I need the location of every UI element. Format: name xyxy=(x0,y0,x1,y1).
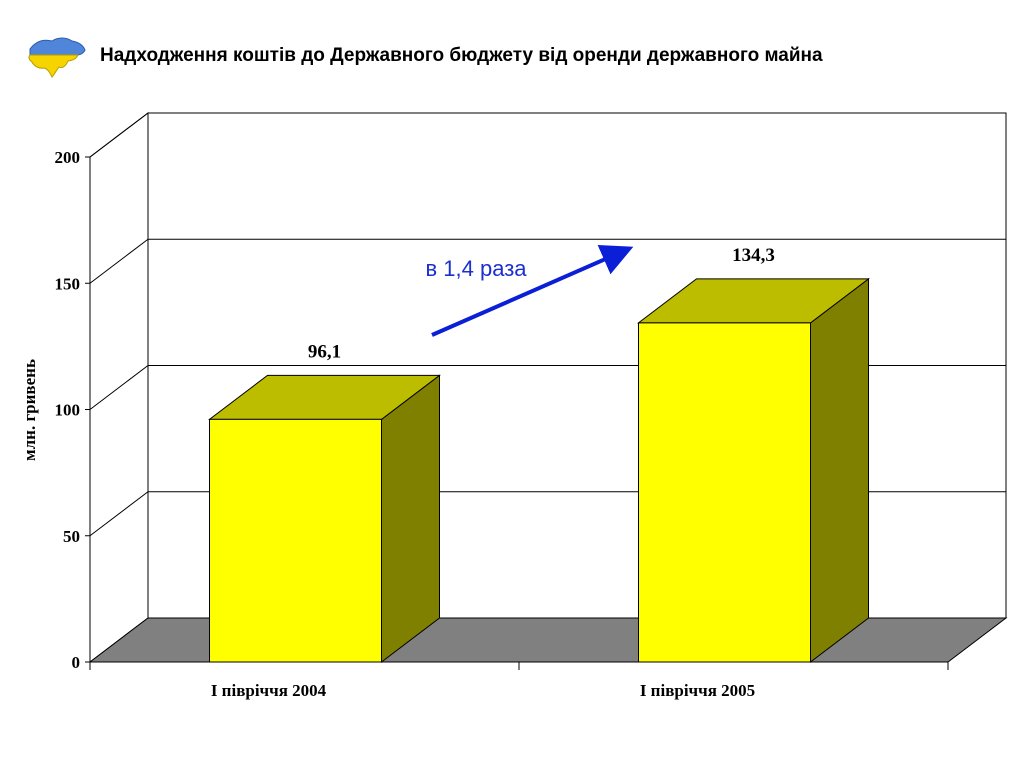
gridline-side xyxy=(89,365,149,410)
bar-side xyxy=(810,277,869,664)
y-tick-label: 150 xyxy=(55,274,81,293)
growth-annotation: в 1,4 раза xyxy=(425,256,527,281)
bar-side xyxy=(381,374,440,664)
y-tick-label: 0 xyxy=(72,653,81,672)
y-tick-label: 50 xyxy=(63,527,80,546)
y-tick-label: 200 xyxy=(55,148,81,167)
bar xyxy=(209,418,382,663)
x-tick-label: І півріччя 2005 xyxy=(640,681,755,700)
title-row: Надходження коштів до Державного бюджету… xyxy=(26,33,823,79)
y-axis-label: млн. гривень xyxy=(20,359,39,461)
bar xyxy=(638,322,811,663)
gridline-side xyxy=(89,238,149,284)
data-label: 96,1 xyxy=(308,341,341,362)
page-title: Надходження коштів до Державного бюджету… xyxy=(100,45,823,66)
growth-arrow xyxy=(431,244,634,337)
y-tick-label: 100 xyxy=(55,401,81,420)
x-tick-label: І півріччя 2004 xyxy=(211,681,327,700)
data-label: 134,3 xyxy=(732,245,775,266)
gridline-side xyxy=(89,112,149,158)
ukraine-map-icon xyxy=(28,37,86,78)
gridline-side xyxy=(89,491,149,537)
